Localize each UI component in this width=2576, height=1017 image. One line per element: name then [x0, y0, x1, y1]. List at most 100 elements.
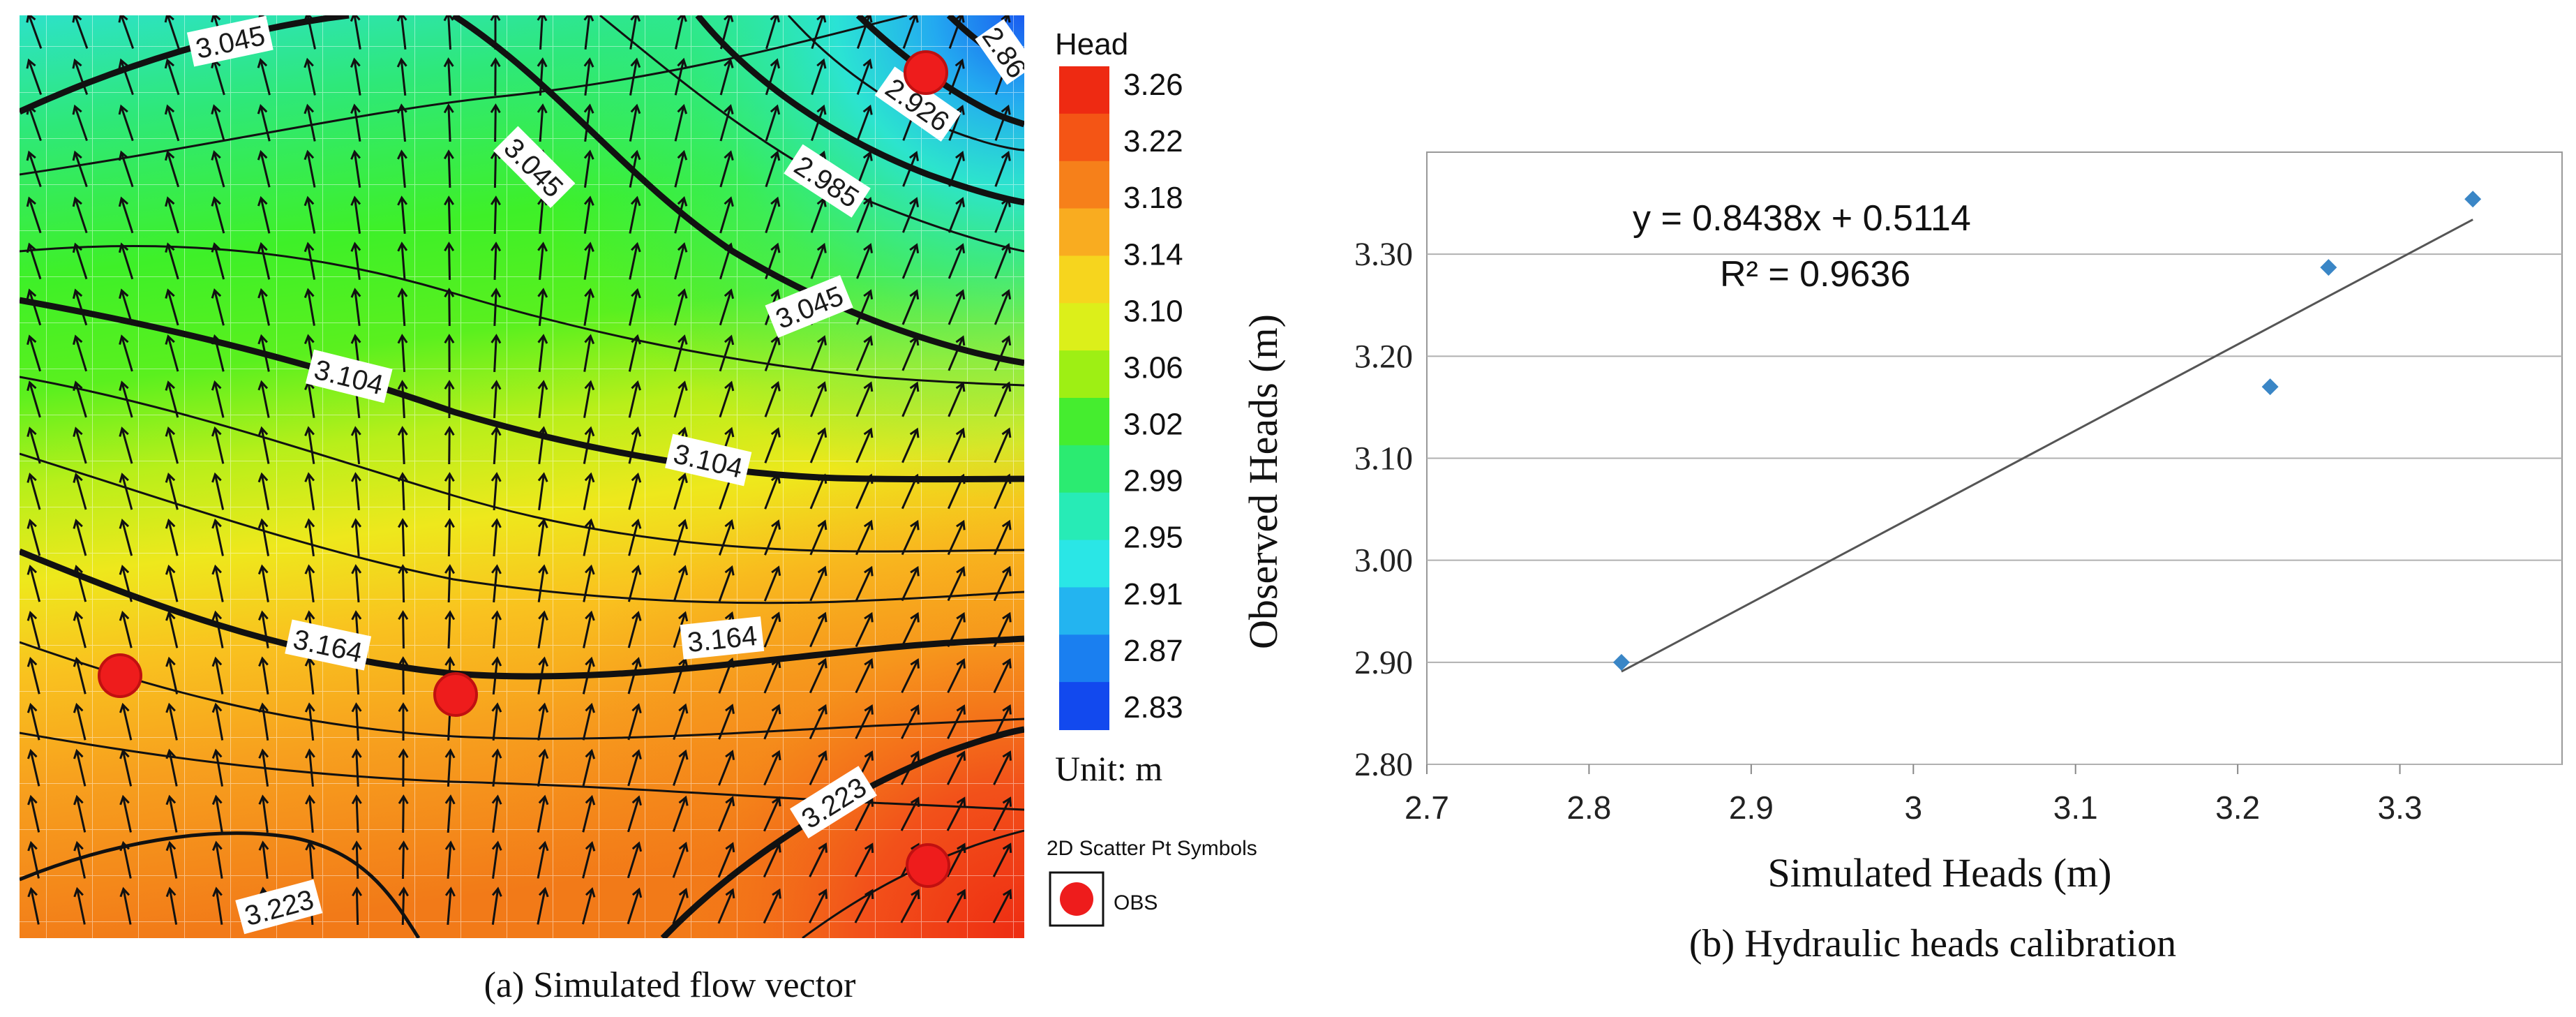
- flow-arrow: [629, 198, 638, 234]
- flow-arrow: [447, 151, 451, 188]
- flow-arrow: [763, 567, 780, 602]
- flow-arrow-head: [677, 473, 688, 484]
- flow-arrow: [901, 521, 919, 556]
- flow-arrow-head: [119, 473, 129, 483]
- flow-arrow: [121, 290, 133, 326]
- flow-arrow-head: [72, 58, 82, 69]
- flow-arrow: [537, 704, 546, 741]
- flow-arrow-head: [118, 196, 129, 207]
- flow-arrow-head: [491, 334, 502, 344]
- flow-arrow-head: [398, 518, 408, 528]
- flow-arrow-head: [956, 750, 966, 761]
- flow-arrow-head: [955, 151, 965, 161]
- flow-arrow: [628, 474, 639, 510]
- contour-major-3223: [660, 726, 1024, 938]
- flow-arrow-head: [584, 242, 594, 252]
- flow-arrow-head: [443, 15, 454, 22]
- data-points: [1612, 191, 2482, 671]
- flow-arrow: [493, 427, 498, 465]
- flow-arrow: [947, 706, 965, 739]
- flow-arrow-head: [816, 242, 827, 253]
- flow-arrow: [262, 796, 269, 833]
- flow-arrow-head: [211, 334, 222, 345]
- flow-arrow-head: [955, 289, 966, 300]
- flow-arrow: [447, 59, 451, 96]
- flow-arrow-head: [770, 15, 780, 23]
- flow-arrow: [537, 566, 546, 602]
- flow-arrow-head: [27, 519, 37, 529]
- flow-arrow: [214, 658, 224, 695]
- flow-arrow: [947, 521, 965, 556]
- flow-arrow-head: [537, 288, 548, 298]
- flow-arrow-head: [538, 610, 548, 621]
- flow-arrow: [673, 566, 687, 602]
- flow-arrow-head: [1002, 842, 1012, 853]
- legend-tick-label: 3.18: [1123, 181, 1183, 215]
- flow-arrow-head: [211, 518, 222, 529]
- flow-arrow-head: [583, 57, 594, 68]
- flow-arrow: [810, 244, 825, 279]
- flow-arrow-head: [304, 610, 315, 621]
- flow-arrow: [629, 290, 638, 326]
- flow-arrow: [946, 844, 966, 877]
- flow-arrow: [354, 473, 360, 511]
- flow-arrow: [809, 567, 826, 602]
- flow-arrow-head: [817, 335, 827, 346]
- flow-arrow: [353, 15, 361, 50]
- flow-arrow: [946, 752, 966, 785]
- flow-arrow: [538, 428, 545, 464]
- flow-arrow: [948, 429, 964, 463]
- flow-arrow-head: [212, 886, 223, 897]
- flow-arrow: [213, 105, 225, 142]
- flow-arrow: [166, 151, 180, 188]
- flow-arrow-head: [396, 103, 407, 114]
- flow-arrow-head: [538, 748, 549, 759]
- flow-arrow-head: [257, 472, 269, 483]
- flow-arrow: [120, 59, 134, 96]
- flow-arrow-head: [817, 381, 828, 392]
- flow-arrow-head: [165, 840, 177, 852]
- flow-arrow-head: [818, 842, 828, 853]
- flow-arrow-head: [490, 15, 501, 22]
- flow-arrow: [166, 105, 180, 142]
- flow-arrow: [29, 428, 41, 464]
- flow-arrow-head: [211, 150, 221, 161]
- flow-arrow-head: [724, 426, 735, 438]
- flow-arrow-head: [537, 242, 548, 252]
- trend-equation: y = 0.8438x + 0.5114: [1633, 198, 1971, 239]
- flow-arrow-head: [397, 334, 408, 344]
- flow-arrow: [447, 750, 452, 787]
- flow-arrow-head: [165, 518, 176, 529]
- flow-arrow: [627, 566, 640, 602]
- y-tick-label: 3.30: [1354, 236, 1413, 273]
- flow-arrow-head: [770, 473, 781, 484]
- flow-arrow-head: [398, 702, 409, 713]
- flow-arrow: [121, 428, 133, 464]
- flow-arrow: [447, 611, 451, 649]
- flow-arrow-head: [165, 472, 176, 483]
- flow-arrow-head: [630, 57, 641, 68]
- flow-arrow: [168, 750, 178, 787]
- flow-arrow: [584, 15, 591, 50]
- flow-arrow-head: [911, 889, 920, 900]
- flow-arrow-head: [955, 197, 966, 207]
- flow-arrow: [673, 612, 687, 648]
- flow-arrow: [583, 612, 592, 648]
- flow-arrow-head: [584, 518, 595, 529]
- flow-arrow-head: [26, 15, 36, 23]
- flow-arrow-head: [631, 749, 642, 760]
- flow-arrow-head: [537, 103, 548, 114]
- data-point: [2320, 259, 2337, 276]
- flow-arrow-head: [304, 334, 315, 345]
- flow-arrow: [673, 290, 686, 326]
- flow-arrow-head: [1001, 197, 1011, 207]
- flow-arrow: [28, 290, 42, 326]
- y-tick-label: 3.00: [1354, 542, 1413, 579]
- contour-minor: [20, 732, 1024, 811]
- flow-arrow-head: [724, 611, 735, 622]
- flow-arrow-head: [862, 104, 873, 115]
- flow-arrow-head: [165, 656, 176, 667]
- x-tick-labels: 2.7 2.8 2.9 3 3.1 3.2 3.3: [1405, 764, 2423, 826]
- flow-arrow-head: [258, 702, 269, 713]
- flow-arrow-head: [491, 656, 502, 667]
